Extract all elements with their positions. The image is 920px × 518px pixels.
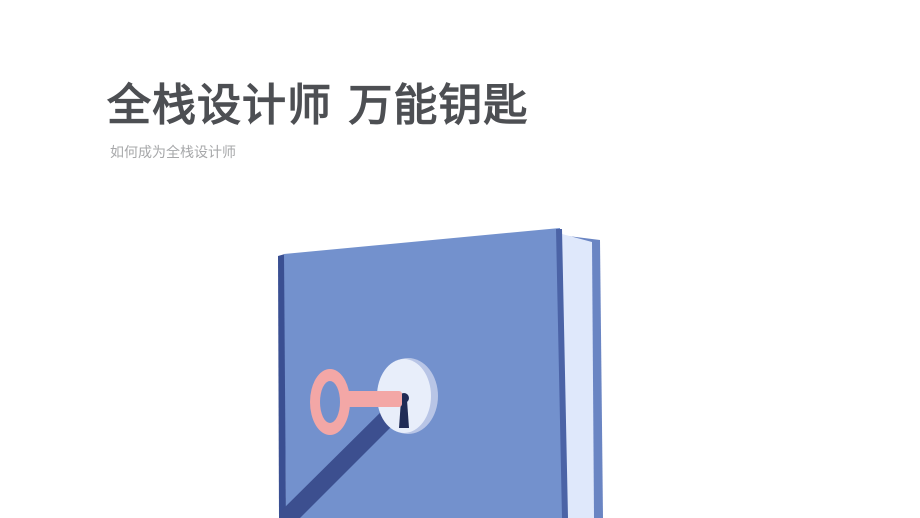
key-shaft	[338, 391, 402, 407]
book-cover-edge	[556, 229, 568, 518]
slide-title: 全栈设计师 万能钥匙	[107, 80, 529, 131]
key-shadow	[280, 398, 410, 518]
book-pages	[562, 234, 594, 518]
key-bow-hole	[320, 381, 340, 423]
slide-subtitle: 如何成为全栈设计师	[110, 145, 236, 161]
book-spine	[278, 254, 286, 518]
keyhole-slot	[399, 400, 409, 428]
